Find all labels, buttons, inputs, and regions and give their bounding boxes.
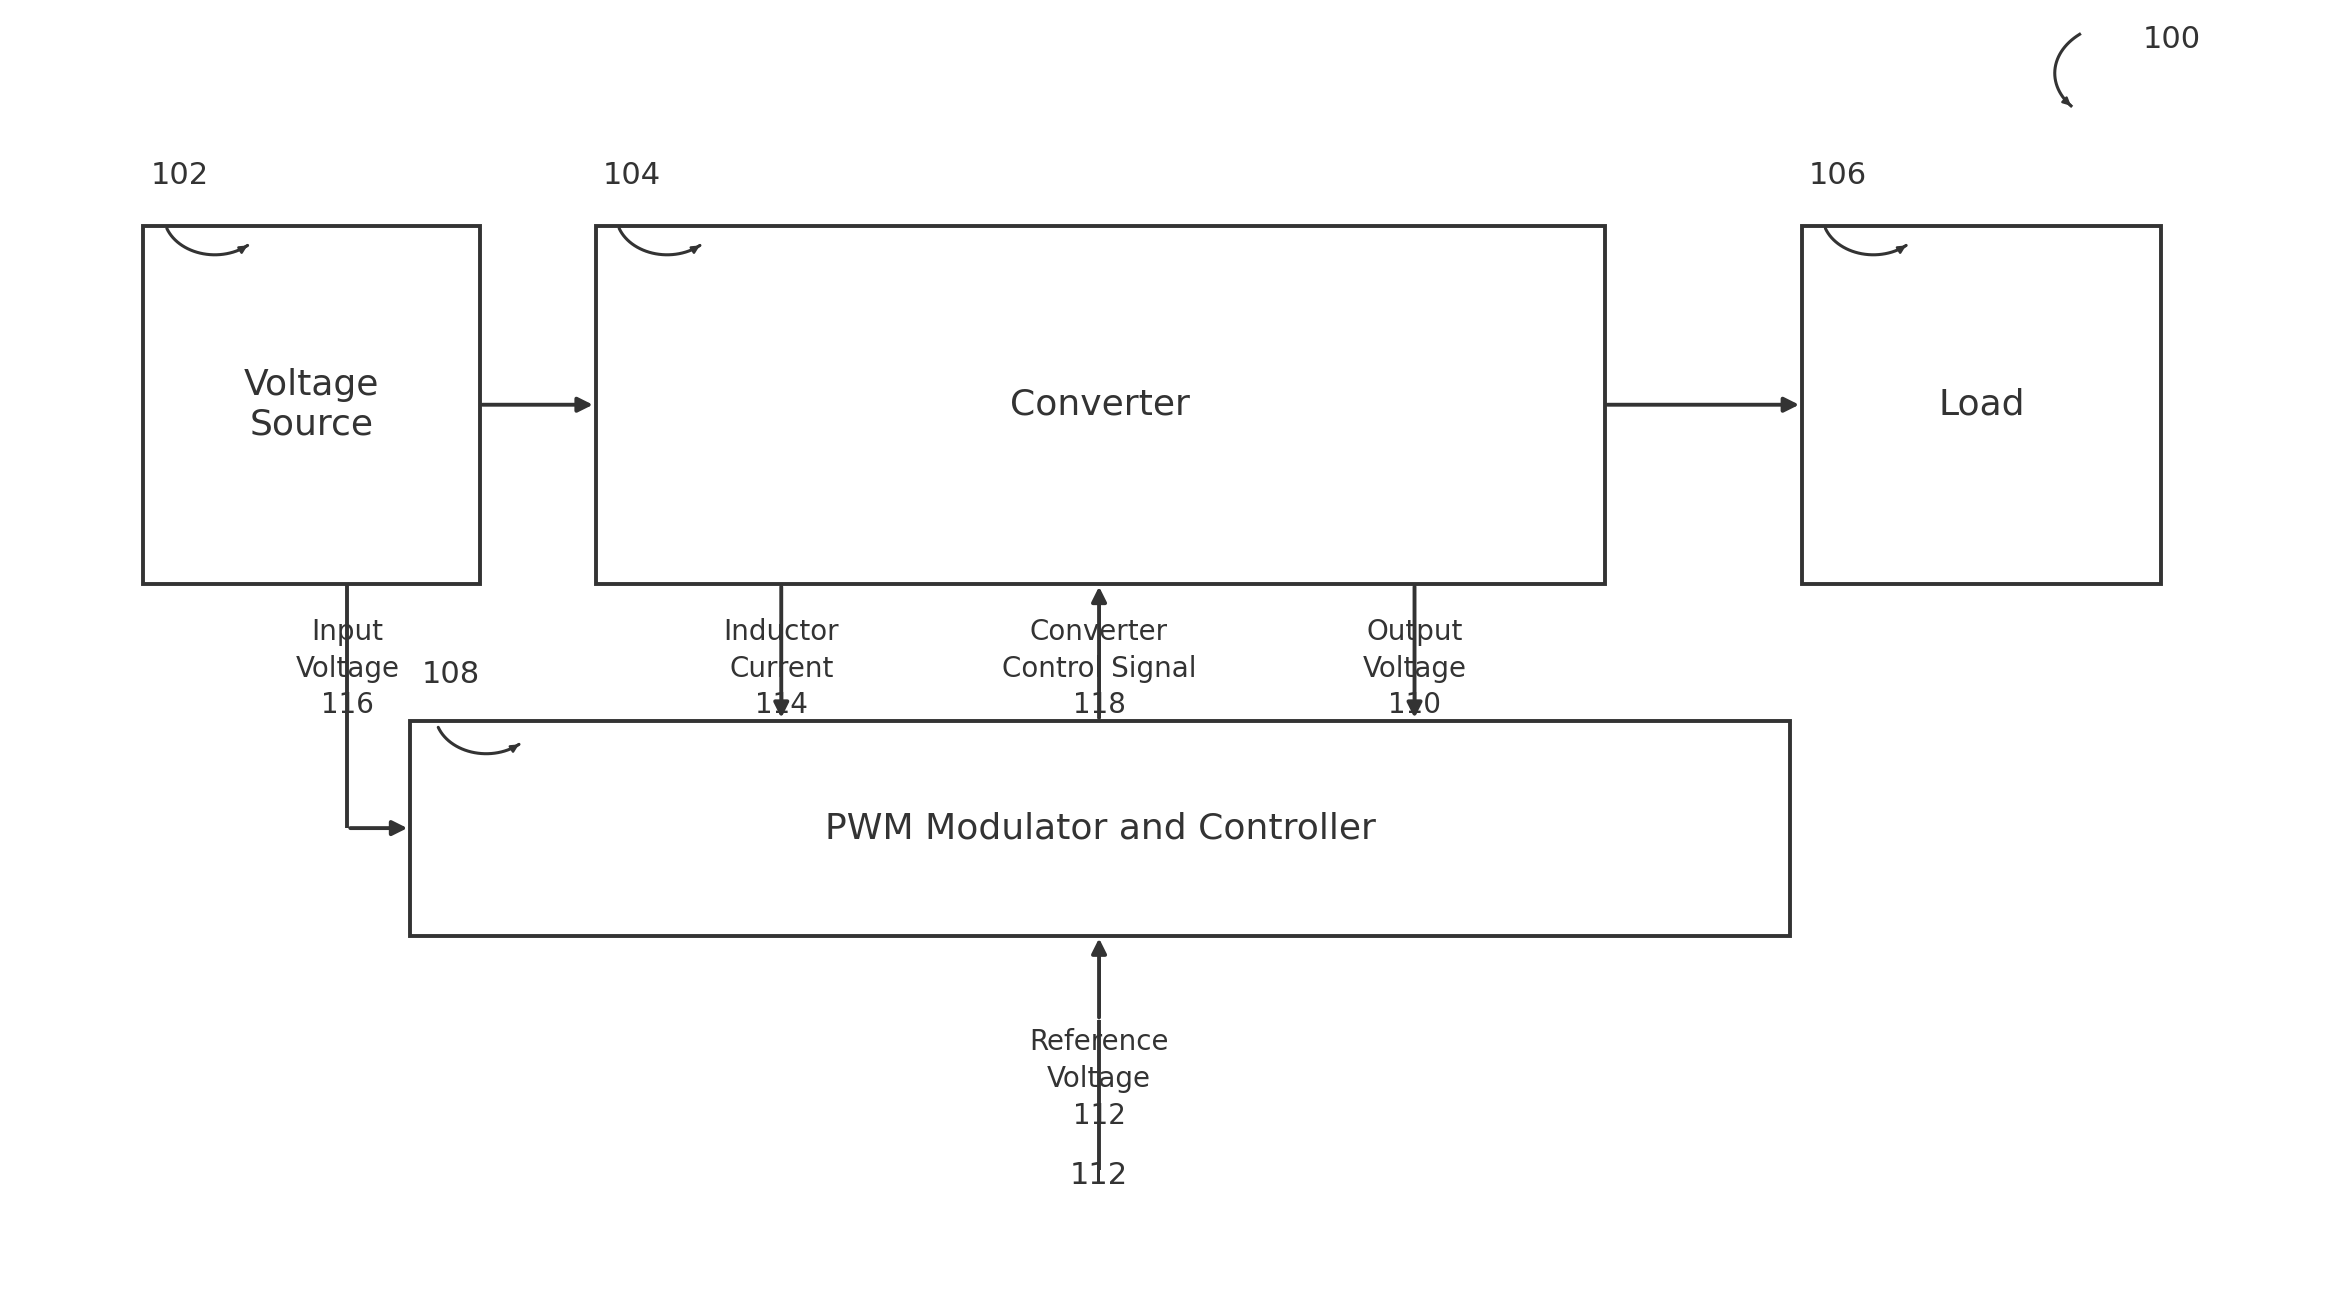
Text: 108: 108 — [421, 661, 480, 690]
Text: 106: 106 — [1809, 161, 1867, 190]
Bar — [1802, 225, 2160, 583]
Bar — [596, 225, 1604, 583]
Text: 104: 104 — [603, 161, 661, 190]
Text: Converter: Converter — [1010, 388, 1190, 422]
Text: 100: 100 — [2142, 25, 2200, 54]
Bar — [410, 721, 1790, 936]
Text: Load: Load — [1939, 388, 2025, 422]
Text: Inductor
Current
114: Inductor Current 114 — [724, 617, 838, 720]
Text: 102: 102 — [151, 161, 210, 190]
Bar — [144, 225, 480, 583]
Text: Input
Voltage
116: Input Voltage 116 — [296, 617, 400, 720]
Text: PWM Modulator and Controller: PWM Modulator and Controller — [824, 812, 1376, 846]
Text: Reference
Voltage
112: Reference Voltage 112 — [1029, 1028, 1169, 1130]
Text: 112: 112 — [1071, 1162, 1129, 1190]
Text: Output
Voltage
110: Output Voltage 110 — [1362, 617, 1467, 720]
Text: Converter
Control Signal
118: Converter Control Signal 118 — [1001, 617, 1197, 720]
Text: Voltage
Source: Voltage Source — [244, 368, 379, 442]
